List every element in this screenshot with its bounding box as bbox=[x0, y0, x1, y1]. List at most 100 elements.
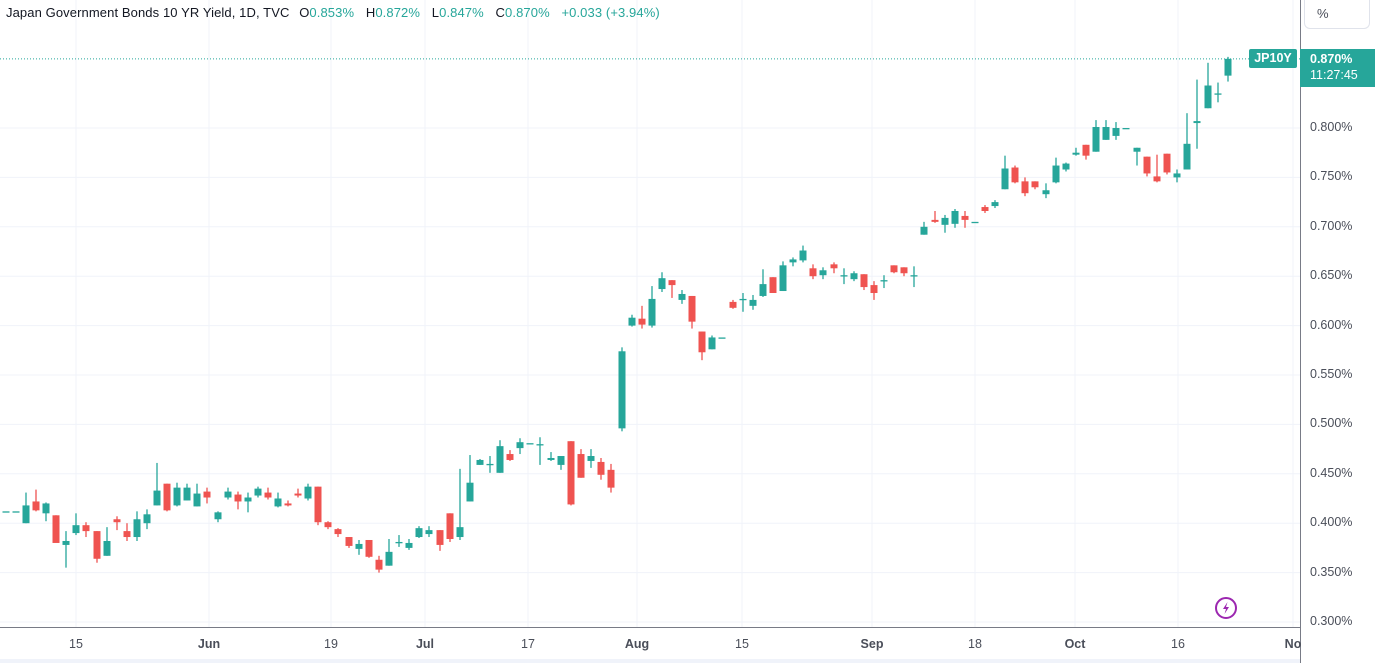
candlestick-chart[interactable] bbox=[0, 0, 1300, 627]
candle bbox=[1102, 120, 1110, 140]
candle bbox=[345, 537, 353, 548]
candle bbox=[516, 438, 524, 455]
price-tick-label: 0.800% bbox=[1310, 120, 1353, 134]
price-tick-label: 0.600% bbox=[1310, 317, 1353, 332]
candle bbox=[830, 262, 838, 274]
candle bbox=[1183, 113, 1191, 170]
candle bbox=[951, 209, 959, 228]
candle bbox=[415, 526, 423, 539]
time-tick-label: 15 bbox=[69, 637, 83, 651]
candle bbox=[587, 449, 595, 468]
candle bbox=[971, 221, 979, 224]
legend-title: Japan Government Bonds 10 YR Yield, 1D, … bbox=[6, 5, 290, 20]
close-label: C bbox=[495, 5, 506, 20]
candle bbox=[638, 305, 646, 329]
candle bbox=[981, 205, 989, 213]
candle bbox=[547, 452, 555, 461]
candle bbox=[173, 482, 181, 507]
close-value: 0.870% bbox=[505, 5, 550, 20]
low-value: 0.847% bbox=[439, 5, 484, 20]
candle bbox=[334, 528, 342, 538]
price-axis[interactable] bbox=[1300, 0, 1375, 663]
candle bbox=[1193, 79, 1201, 149]
candle bbox=[22, 492, 30, 524]
candle bbox=[850, 271, 858, 282]
candle bbox=[779, 261, 787, 292]
candle bbox=[688, 295, 696, 329]
candle bbox=[284, 500, 292, 507]
candle bbox=[890, 265, 898, 274]
candle bbox=[456, 468, 464, 540]
time-tick-label: 15 bbox=[735, 637, 749, 651]
candle bbox=[860, 274, 868, 291]
candle bbox=[113, 516, 121, 531]
footer-strip bbox=[0, 659, 1300, 663]
high-label: H bbox=[365, 5, 376, 20]
candle bbox=[193, 483, 201, 507]
candle bbox=[769, 277, 777, 293]
candle bbox=[870, 281, 878, 300]
candle bbox=[274, 492, 282, 508]
candle bbox=[1011, 165, 1019, 184]
candle bbox=[355, 539, 363, 555]
candle bbox=[395, 535, 403, 547]
price-tick-label: 0.700% bbox=[1310, 218, 1353, 233]
time-tick-label: Aug bbox=[624, 637, 650, 651]
candle bbox=[143, 509, 151, 530]
candle bbox=[819, 267, 827, 280]
candle bbox=[254, 486, 262, 498]
price-tick-label: 0.300% bbox=[1310, 614, 1353, 628]
candle bbox=[123, 523, 131, 541]
time-tick-label: 17 bbox=[521, 637, 535, 651]
candle bbox=[365, 539, 373, 558]
candle bbox=[941, 214, 949, 233]
candle bbox=[1042, 183, 1050, 199]
candle bbox=[1112, 122, 1120, 140]
candle bbox=[1133, 147, 1141, 166]
candle bbox=[668, 280, 676, 298]
candle bbox=[224, 487, 232, 500]
candle bbox=[1224, 56, 1232, 82]
candle bbox=[910, 266, 918, 288]
candle bbox=[375, 555, 383, 573]
open-label: O bbox=[299, 5, 310, 20]
candle bbox=[536, 437, 544, 465]
candle bbox=[1052, 157, 1060, 184]
candle bbox=[1173, 169, 1181, 183]
candle bbox=[324, 521, 332, 530]
candle bbox=[1062, 162, 1070, 172]
price-tick-label: 0.750% bbox=[1310, 169, 1353, 184]
candle bbox=[991, 200, 999, 209]
candle bbox=[577, 449, 585, 478]
candle bbox=[1153, 154, 1161, 183]
candle bbox=[678, 290, 686, 304]
price-tick-label: 0.550% bbox=[1310, 367, 1353, 381]
candle bbox=[385, 539, 393, 566]
candle bbox=[1092, 120, 1100, 152]
candle bbox=[931, 210, 939, 223]
time-tick-label: Oct bbox=[1064, 637, 1086, 651]
candle bbox=[739, 292, 747, 312]
candle bbox=[476, 458, 484, 465]
candle bbox=[203, 487, 211, 504]
price-tick-label: 0.350% bbox=[1310, 564, 1353, 579]
lightning-alert-icon[interactable] bbox=[1215, 597, 1237, 619]
candle bbox=[32, 489, 40, 512]
time-axis[interactable] bbox=[0, 627, 1300, 664]
candle bbox=[900, 267, 908, 277]
candle bbox=[658, 272, 666, 293]
candle bbox=[72, 513, 80, 536]
candle bbox=[163, 483, 171, 512]
bar-countdown: 11:27:45 bbox=[1310, 68, 1358, 82]
time-tick-label: 19 bbox=[324, 637, 338, 651]
chart-plot-area[interactable] bbox=[0, 0, 1300, 627]
percent-scale-button[interactable]: % bbox=[1304, 0, 1370, 29]
candle bbox=[405, 539, 413, 550]
candle bbox=[729, 299, 737, 309]
candle bbox=[42, 502, 50, 522]
time-tick-label: No bbox=[1284, 637, 1302, 651]
candle bbox=[244, 492, 252, 513]
last-price: 0.870% bbox=[1310, 52, 1353, 66]
candle bbox=[597, 457, 605, 480]
candle bbox=[52, 515, 60, 543]
